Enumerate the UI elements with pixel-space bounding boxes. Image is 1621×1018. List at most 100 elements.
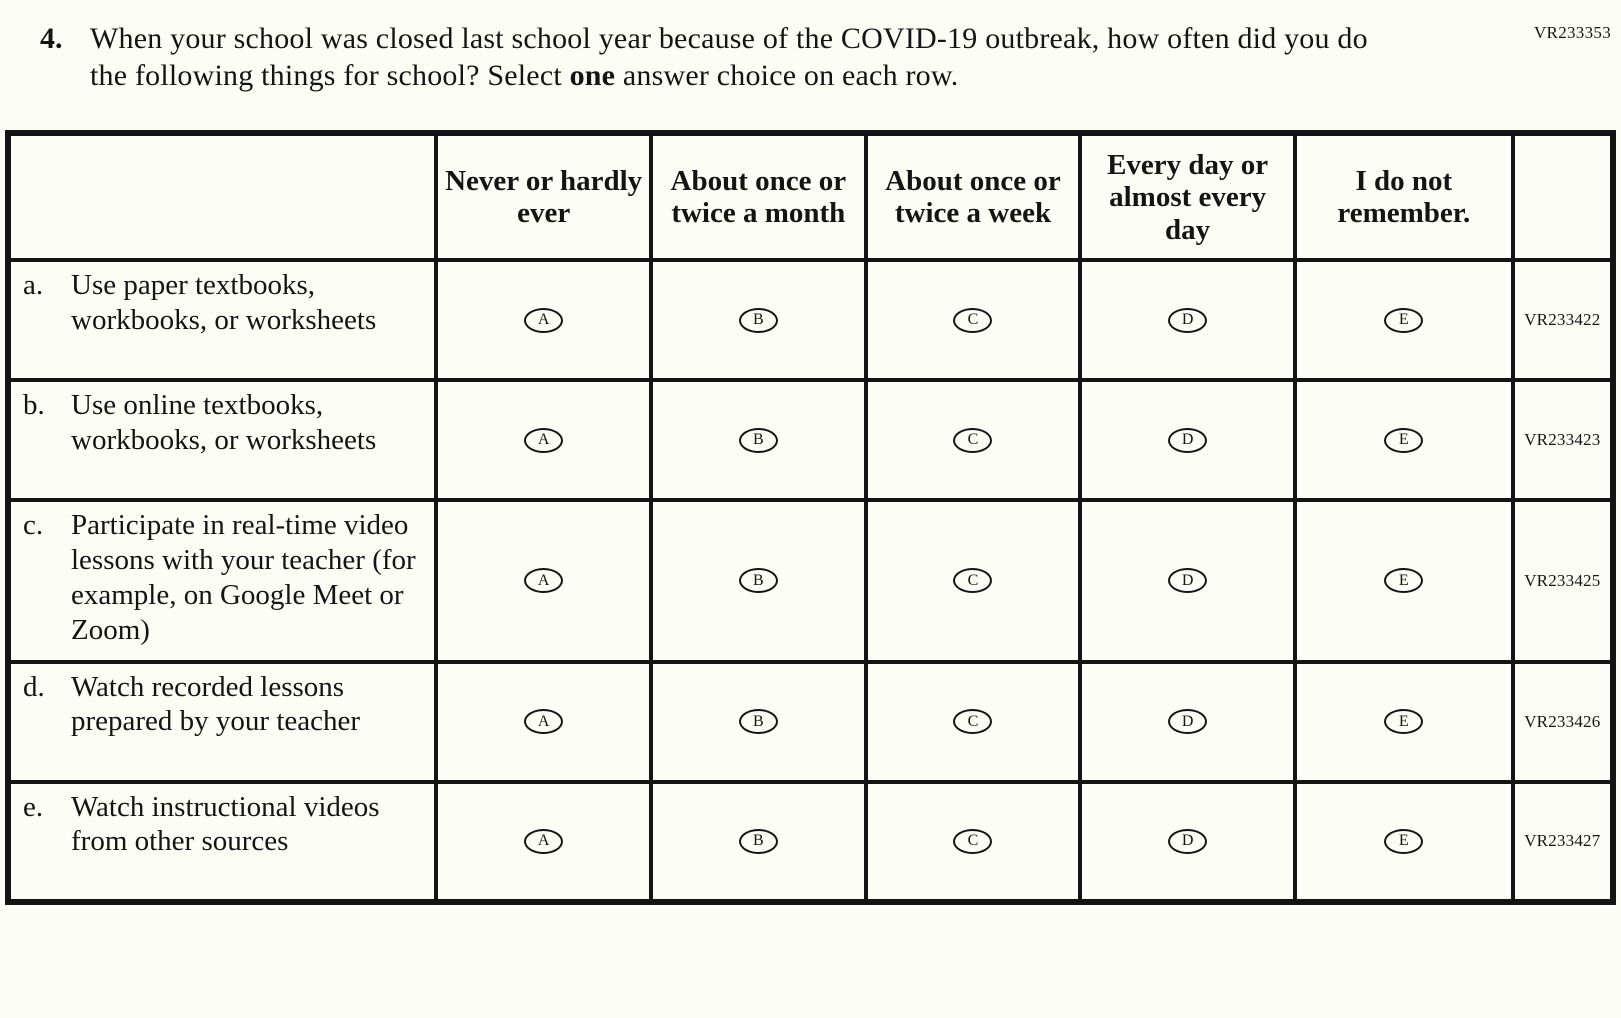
table-row: b. Use online textbooks, workbooks, or w… — [5, 378, 1616, 503]
answer-cell-month: B — [648, 659, 868, 784]
answer-bubble-d[interactable]: D — [1168, 568, 1208, 594]
answer-cell-never: A — [434, 258, 653, 383]
answer-bubble-e[interactable]: E — [1384, 568, 1424, 594]
answer-cell-never: A — [434, 659, 653, 784]
answer-cell-month: B — [648, 779, 868, 904]
answer-bubble-a[interactable]: A — [524, 307, 564, 333]
answer-cell-daily: D — [1078, 378, 1297, 503]
bubble-letter: C — [967, 712, 979, 730]
answer-bubble-e[interactable]: E — [1384, 307, 1424, 333]
row-label-cell: a. Use paper textbooks, workbooks, or wo… — [5, 258, 439, 383]
answer-cell-week: C — [863, 659, 1083, 784]
question-bold-word: one — [569, 59, 616, 93]
answer-bubble-a[interactable]: A — [524, 427, 564, 453]
row-letter: d. — [23, 670, 45, 703]
row-code: VR233427 — [1510, 779, 1616, 904]
answer-bubble-e[interactable]: E — [1384, 828, 1424, 854]
question-block: 4. When your school was closed last scho… — [40, 20, 1621, 94]
column-header-month: About once or twice a month — [648, 131, 868, 263]
table-row: a. Use paper textbooks, workbooks, or wo… — [5, 258, 1616, 383]
bubble-letter: A — [537, 712, 550, 730]
form-code: VR233353 — [1533, 23, 1611, 42]
answer-cell-daily: D — [1078, 498, 1297, 664]
answer-cell-daily: D — [1078, 659, 1297, 784]
bubble-letter: C — [967, 311, 979, 329]
bubble-letter: A — [537, 311, 550, 329]
answer-cell-month: B — [648, 258, 868, 383]
answer-bubble-c[interactable]: C — [953, 828, 993, 854]
answer-bubble-d[interactable]: D — [1168, 709, 1208, 735]
bubble-letter: D — [1181, 571, 1194, 589]
bubble-letter: A — [537, 431, 550, 449]
row-label: Participate in real-time video lessons w… — [71, 509, 416, 646]
answer-bubble-c[interactable]: C — [953, 709, 993, 735]
answer-bubble-b[interactable]: B — [738, 828, 778, 854]
bubble-letter: D — [1181, 431, 1194, 449]
answer-cell-week: C — [863, 378, 1083, 503]
bubble-letter: B — [752, 311, 764, 329]
bubble-letter: E — [1398, 571, 1409, 589]
bubble-letter: A — [537, 832, 550, 850]
answer-cell-no-remember: E — [1292, 258, 1515, 383]
answer-bubble-c[interactable]: C — [953, 307, 993, 333]
bubble-letter: C — [967, 832, 979, 850]
survey-table: Never or hardly ever About once or twice… — [5, 130, 1616, 905]
bubble-letter: D — [1181, 311, 1194, 329]
answer-bubble-e[interactable]: E — [1384, 427, 1424, 453]
row-label-cell: c. Participate in real-time video lesson… — [5, 498, 439, 664]
row-label-column-header — [5, 131, 439, 263]
answer-cell-month: B — [648, 378, 868, 503]
answer-bubble-b[interactable]: B — [738, 568, 778, 594]
survey-table-wrap: Never or hardly ever About once or twice… — [5, 130, 1621, 905]
row-letter: b. — [23, 389, 45, 422]
table-row: d. Watch recorded lessons prepared by yo… — [5, 659, 1616, 784]
row-letter: c. — [23, 509, 44, 542]
answer-bubble-b[interactable]: B — [738, 427, 778, 453]
answer-cell-week: C — [863, 779, 1083, 904]
bubble-letter: B — [752, 431, 764, 449]
column-header-never: Never or hardly ever — [434, 131, 653, 263]
answer-bubble-d[interactable]: D — [1168, 307, 1208, 333]
table-row: c. Participate in real-time video lesson… — [5, 498, 1616, 664]
answer-cell-no-remember: E — [1292, 779, 1515, 904]
bubble-letter: B — [752, 712, 764, 730]
bubble-letter: E — [1398, 712, 1409, 730]
row-label-cell: b. Use online textbooks, workbooks, or w… — [5, 378, 439, 503]
answer-cell-no-remember: E — [1292, 378, 1515, 503]
row-code: VR233422 — [1510, 258, 1616, 383]
answer-cell-week: C — [863, 258, 1083, 383]
header-row: Never or hardly ever About once or twice… — [5, 131, 1616, 263]
answer-bubble-c[interactable]: C — [953, 427, 993, 453]
bubble-letter: C — [967, 571, 979, 589]
row-letter: e. — [23, 790, 44, 823]
answer-cell-never: A — [434, 779, 653, 904]
answer-bubble-d[interactable]: D — [1168, 828, 1208, 854]
bubble-letter: B — [752, 571, 764, 589]
answer-bubble-b[interactable]: B — [738, 307, 778, 333]
answer-cell-daily: D — [1078, 258, 1297, 383]
column-header-daily: Every day or almost every day — [1078, 131, 1297, 263]
code-column-header — [1510, 131, 1616, 263]
row-label: Use online textbooks, workbooks, or work… — [71, 389, 377, 457]
question-text: When your school was closed last school … — [90, 20, 1390, 94]
answer-cell-daily: D — [1078, 779, 1297, 904]
answer-bubble-a[interactable]: A — [524, 828, 564, 854]
question-text-before: When your school was closed last school … — [90, 22, 1368, 93]
answer-bubble-c[interactable]: C — [953, 568, 993, 594]
row-label: Use paper textbooks, workbooks, or works… — [71, 269, 377, 337]
column-header-no-remember: I do not remember. — [1292, 131, 1515, 263]
answer-bubble-b[interactable]: B — [738, 709, 778, 735]
answer-bubble-a[interactable]: A — [524, 709, 564, 735]
row-label: Watch recorded lessons prepared by your … — [71, 670, 361, 738]
answer-cell-never: A — [434, 378, 653, 503]
bubble-letter: E — [1398, 832, 1409, 850]
row-letter: a. — [23, 269, 44, 302]
answer-bubble-a[interactable]: A — [524, 568, 564, 594]
answer-bubble-e[interactable]: E — [1384, 709, 1424, 735]
answer-cell-no-remember: E — [1292, 659, 1515, 784]
table-row: e. Watch instructional videos from other… — [5, 779, 1616, 904]
column-header-week: About once or twice a week — [863, 131, 1083, 263]
bubble-letter: A — [537, 571, 550, 589]
bubble-letter: B — [752, 832, 764, 850]
answer-bubble-d[interactable]: D — [1168, 427, 1208, 453]
